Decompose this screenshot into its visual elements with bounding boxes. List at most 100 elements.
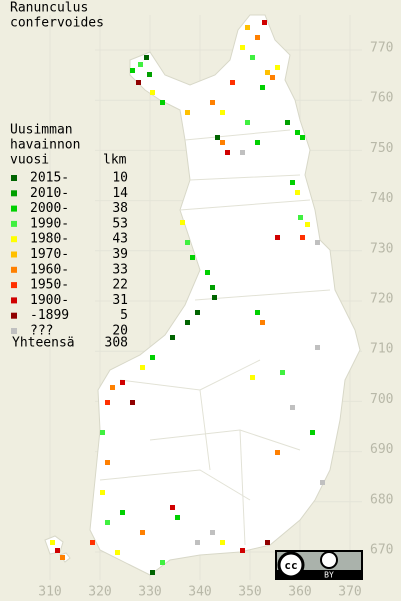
legend-count: 14 xyxy=(112,186,128,201)
observation xyxy=(275,235,280,240)
observation xyxy=(255,140,260,145)
observation xyxy=(55,548,60,553)
observation xyxy=(120,380,125,385)
observation xyxy=(295,190,300,195)
y-axis-label: 690 xyxy=(370,442,393,457)
observation xyxy=(144,55,149,60)
legend-label: 2010- xyxy=(30,186,69,201)
observation xyxy=(170,335,175,340)
x-axis-label: 310 xyxy=(38,585,61,600)
observation xyxy=(190,255,195,260)
legend: 2015- 10 2010- 14 2000- 38 1990- 53 1980- 43 1970-… xyxy=(11,171,128,339)
legend-swatch xyxy=(11,328,17,334)
legend-heading: vuosi xyxy=(10,153,49,168)
y-axis-label: 720 xyxy=(370,292,393,307)
observation xyxy=(105,400,110,405)
observation xyxy=(260,320,265,325)
observation xyxy=(100,430,105,435)
observation xyxy=(105,460,110,465)
legend-count: 53 xyxy=(112,216,128,231)
license-badge: cc BY xyxy=(275,550,363,580)
y-axis-label: 700 xyxy=(370,392,393,407)
observation xyxy=(255,310,260,315)
legend-swatch xyxy=(11,312,17,319)
legend-swatch xyxy=(11,266,17,273)
observation xyxy=(138,62,143,67)
y-axis-label: 670 xyxy=(370,543,393,558)
legend-swatch xyxy=(11,251,17,258)
observation xyxy=(205,270,210,275)
observation xyxy=(140,530,145,535)
legend-label: 2015- xyxy=(30,171,69,186)
x-axis-label: 350 xyxy=(238,585,261,600)
observation xyxy=(115,550,120,555)
x-axis-label: 360 xyxy=(288,585,311,600)
observation xyxy=(210,100,215,105)
legend-label: ??? xyxy=(30,324,53,339)
observation xyxy=(250,375,255,380)
observation xyxy=(130,68,135,73)
observation xyxy=(310,430,315,435)
observation xyxy=(315,240,320,245)
observation xyxy=(275,65,280,70)
cc-text: cc xyxy=(284,559,297,572)
observation xyxy=(195,310,200,315)
observation xyxy=(130,400,135,405)
legend-label: 1970- xyxy=(30,247,69,262)
x-axis-label: 340 xyxy=(188,585,211,600)
observation xyxy=(90,540,95,545)
observation xyxy=(285,120,290,125)
legend-count-heading: lkm xyxy=(103,153,127,168)
y-axis-label: 740 xyxy=(370,191,393,206)
legend-label: 1980- xyxy=(30,232,69,247)
observation xyxy=(265,70,270,75)
observation xyxy=(250,55,255,60)
legend-count: 38 xyxy=(112,201,128,216)
observation xyxy=(212,295,217,300)
legend-count: 31 xyxy=(112,293,128,308)
y-axis-label: 710 xyxy=(370,342,393,357)
observation xyxy=(262,20,267,25)
observation xyxy=(147,72,152,77)
observation xyxy=(160,100,165,105)
observation xyxy=(150,570,155,575)
total-count: 308 xyxy=(105,336,128,351)
observation xyxy=(245,120,250,125)
title: Ranunculus xyxy=(10,1,88,16)
legend-label: 1990- xyxy=(30,216,69,231)
region-borders xyxy=(99,129,331,546)
observation xyxy=(300,135,305,140)
observation xyxy=(315,345,320,350)
observation xyxy=(295,130,300,135)
observation xyxy=(225,150,230,155)
observation xyxy=(320,480,325,485)
observation xyxy=(220,110,225,115)
legend-swatch xyxy=(11,236,17,243)
observation xyxy=(185,320,190,325)
x-axis-label: 370 xyxy=(338,585,361,600)
legend-swatch xyxy=(11,220,17,227)
observation xyxy=(260,85,265,90)
observation xyxy=(215,135,220,140)
observation xyxy=(255,35,260,40)
observation xyxy=(210,530,215,535)
observation xyxy=(210,285,215,290)
observation xyxy=(195,540,200,545)
observation xyxy=(240,548,245,553)
legend-count: 33 xyxy=(112,262,128,277)
observation xyxy=(290,180,295,185)
observation xyxy=(305,222,310,227)
observation xyxy=(280,370,285,375)
x-axis-label: 330 xyxy=(138,585,161,600)
observation xyxy=(140,365,145,370)
legend-count: 5 xyxy=(120,308,128,323)
observation xyxy=(136,80,141,85)
by-icon xyxy=(320,551,338,569)
legend-swatch xyxy=(11,175,17,181)
y-axis-label: 750 xyxy=(370,141,393,156)
legend-count: 20 xyxy=(112,324,128,339)
observations xyxy=(50,20,325,575)
cc-icon xyxy=(277,551,305,579)
